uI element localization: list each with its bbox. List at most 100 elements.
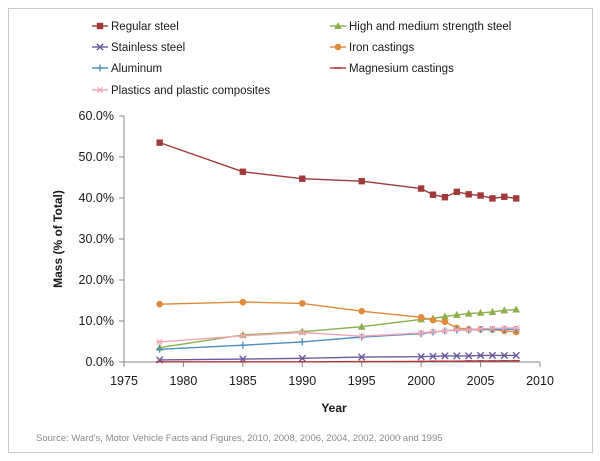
data-point [429,191,437,198]
x-tick-label: 2010 [526,374,554,388]
series-line [159,360,517,363]
data-point [239,332,247,339]
x-axis-title: Year [321,401,347,415]
data-point [488,326,496,334]
series-line [159,141,517,200]
x-tick-label: 1985 [229,374,257,388]
data-point [453,188,460,196]
y-tick-label: 0.0% [86,355,115,369]
y-tick-label: 10.0% [79,314,114,328]
data-point [357,322,366,330]
legend-label: Iron castings [349,42,414,54]
series-magnesium-castings [156,360,520,363]
data-point [477,325,485,332]
data-point [465,191,472,198]
data-point [500,351,509,360]
legend-item: Iron castings [330,42,414,54]
data-point [441,312,449,320]
data-point [417,352,425,361]
data-point [358,333,366,340]
series-line [159,354,517,361]
data-point [441,318,449,326]
data-point [417,329,425,336]
data-point [441,327,449,334]
data-point [488,325,496,332]
data-point [477,192,484,199]
y-axis-title: Mass (% of Total) [51,190,65,288]
data-point [453,352,461,360]
data-point [465,326,473,334]
series-high-and-medium-strength-steel [155,305,521,351]
legend-label: Plastics and plastic composites [111,85,270,97]
legend-label: High and medium strength steel [349,21,511,33]
series-plastics-and-plastic-composites [156,324,520,345]
x-tick-label: 2005 [467,374,495,388]
chart-frame [8,8,593,453]
legend-item: Stainless steel [92,42,185,54]
data-point [429,328,437,335]
x-tick-label: 1980 [170,374,198,388]
legend-item: High and medium strength steel [330,21,511,33]
y-tick-label: 60.0% [79,109,114,123]
data-point [512,351,520,360]
data-point [441,193,449,201]
data-point [156,300,163,308]
data-point [500,306,509,314]
data-point [512,324,520,331]
legend-item: Plastics and plastic composites [92,85,270,97]
y-tick-label: 20.0% [79,273,114,287]
y-tick-label: 40.0% [79,191,114,205]
data-point [299,175,306,182]
data-point [500,324,508,331]
data-point [239,168,247,175]
legend-label: Aluminum [111,63,162,75]
legend-label: Magnesium castings [349,63,454,75]
y-tick-label: 50.0% [79,150,114,164]
data-point [156,139,163,146]
series-line [159,301,517,333]
data-point [239,341,247,349]
series-regular-steel [156,139,520,202]
data-point [501,193,508,200]
data-point [239,298,247,306]
data-point [489,195,496,202]
data-point [464,309,473,317]
data-point [500,325,508,333]
data-point [156,338,164,345]
data-point [429,352,437,360]
x-tick-label: 2000 [407,374,435,388]
data-point [298,300,306,307]
legend-label: Stainless steel [111,42,185,54]
legend-marker [96,64,104,72]
y-tick-label: 30.0% [79,232,114,246]
legend-marker [334,43,342,51]
legend-marker [334,22,342,29]
legend-marker [96,43,104,51]
data-point [358,353,366,361]
data-point [358,177,365,185]
data-point [417,185,425,192]
data-point [464,352,473,360]
data-point [488,351,497,360]
data-point [358,307,366,315]
data-point [441,352,449,360]
data-point [298,338,306,346]
data-point [513,195,520,202]
legend-item: Regular steel [92,21,179,33]
data-point [156,345,164,353]
legend-marker [96,86,104,94]
legend-item: Aluminum [92,63,162,75]
source-note: Source: Ward's, Motor Vehicle Facts and … [36,433,443,444]
x-tick-label: 1990 [288,374,316,388]
data-point [476,308,485,316]
data-point [417,314,425,321]
x-tick-label: 1975 [110,374,138,388]
series-stainless-steel [155,351,520,364]
data-point [453,326,461,333]
legend-item: Magnesium castings [330,63,454,75]
data-point [298,329,306,336]
legend-label: Regular steel [111,21,179,33]
legend-marker [96,22,104,30]
data-point [298,354,306,363]
